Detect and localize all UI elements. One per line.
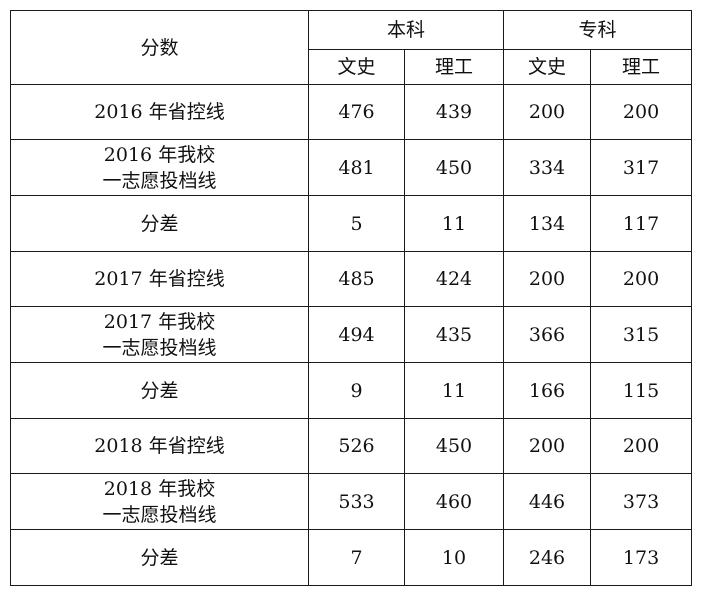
cell-value: 526 <box>308 418 405 474</box>
header-benke-ligong: 理工 <box>403 49 505 85</box>
row-label-line2: 一志愿投档线 <box>102 336 217 359</box>
cell-value: 10 <box>403 529 505 586</box>
header-benke: 本科 <box>307 10 505 50</box>
row-label: 2018 年我校 一志愿投档线 <box>10 473 309 530</box>
table-row: 2018 年我校 一志愿投档线 533 460 446 373 <box>10 473 693 530</box>
cell-value: 115 <box>590 362 693 419</box>
row-label: 2016 年省控线 <box>10 84 309 140</box>
header-zhuanke: 专科 <box>503 10 693 50</box>
row-label: 2017 年我校 一志愿投档线 <box>10 306 309 363</box>
cell-value: 117 <box>590 195 693 252</box>
row-label: 分差 <box>10 529 309 586</box>
cell-value: 450 <box>403 418 505 474</box>
row-label: 2016 年我校 一志愿投档线 <box>10 139 309 196</box>
row-label-line1: 2017 年我校 <box>103 310 216 333</box>
cell-value: 166 <box>503 362 592 419</box>
cell-value: 533 <box>308 473 405 530</box>
cell-value: 11 <box>403 362 505 419</box>
cell-value: 435 <box>403 306 505 363</box>
row-label-line1: 2018 年省控线 <box>94 435 225 457</box>
cell-value: 424 <box>403 251 505 307</box>
cell-value: 7 <box>308 529 405 586</box>
table-row: 2018 年省控线 526 450 200 200 <box>10 418 693 474</box>
cell-value: 481 <box>308 139 405 196</box>
cell-value: 9 <box>308 362 405 419</box>
cell-value: 373 <box>590 473 693 530</box>
cell-value: 134 <box>503 195 592 252</box>
cell-value: 200 <box>503 418 592 474</box>
row-label-line1: 分差 <box>140 379 179 402</box>
row-label-line1: 2018 年我校 <box>103 477 216 500</box>
row-label: 分差 <box>10 195 309 252</box>
cell-value: 446 <box>503 473 592 530</box>
header-row-groups: 分数 本科 专科 <box>10 10 693 85</box>
cell-value: 366 <box>503 306 592 363</box>
header-zhuanke-wenshi: 文史 <box>503 49 592 85</box>
cell-value: 200 <box>590 84 693 140</box>
cell-value: 173 <box>590 529 693 586</box>
cell-value: 200 <box>503 84 592 140</box>
cell-value: 460 <box>403 473 505 530</box>
cell-value: 317 <box>590 139 693 196</box>
row-label-line2: 一志愿投档线 <box>102 503 217 526</box>
header-row-subjects: 文史 理工 文史 理工 <box>11 49 693 85</box>
table-row: 2017 年我校 一志愿投档线 494 435 366 315 <box>10 306 693 363</box>
cell-value: 200 <box>590 418 693 474</box>
cell-value: 11 <box>403 195 505 252</box>
row-label-line1: 2016 年省控线 <box>94 101 225 123</box>
cell-value: 494 <box>308 306 405 363</box>
row-label: 2018 年省控线 <box>10 418 309 474</box>
row-label-line1: 2017 年省控线 <box>94 268 225 290</box>
cell-value: 246 <box>503 529 592 586</box>
cell-value: 200 <box>503 251 592 307</box>
cell-value: 450 <box>403 139 505 196</box>
header-zhuanke-ligong: 理工 <box>590 49 693 85</box>
row-label-line1: 分差 <box>140 212 179 235</box>
table-row: 2016 年我校 一志愿投档线 481 450 334 317 <box>10 139 693 196</box>
cell-value: 485 <box>308 251 405 307</box>
cell-value: 315 <box>590 306 693 363</box>
table-row: 2017 年省控线 485 424 200 200 <box>10 251 693 307</box>
table-row: 2016 年省控线 476 439 200 200 <box>10 84 693 140</box>
header-score: 分数 <box>10 10 309 85</box>
header-benke-wenshi: 文史 <box>308 49 405 85</box>
table-row: 分差 5 11 134 117 <box>10 195 693 252</box>
score-table: 分数 本科 专科 文史 理工 文史 理工 2016 年省控线 476 439 2… <box>10 10 693 586</box>
cell-value: 5 <box>308 195 405 252</box>
row-label: 2017 年省控线 <box>10 251 309 307</box>
cell-value: 334 <box>503 139 592 196</box>
row-label-line1: 2016 年我校 <box>103 143 216 166</box>
cell-value: 439 <box>403 84 505 140</box>
cell-value: 200 <box>590 251 693 307</box>
row-label: 分差 <box>10 362 309 419</box>
table-row: 分差 9 11 166 115 <box>10 362 693 419</box>
cell-value: 476 <box>308 84 405 140</box>
table-row: 分差 7 10 246 173 <box>10 529 693 586</box>
row-label-line2: 一志愿投档线 <box>102 169 217 192</box>
row-label-line1: 分差 <box>140 546 179 569</box>
